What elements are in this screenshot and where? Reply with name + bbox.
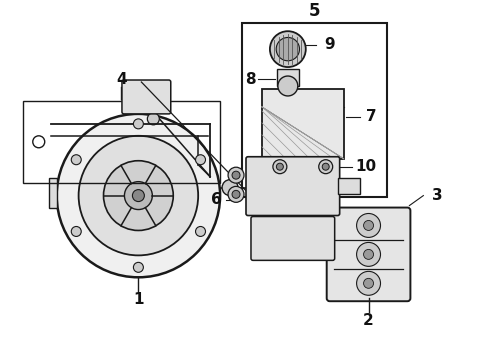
Circle shape [228,186,244,202]
Circle shape [357,271,381,295]
Circle shape [276,37,299,61]
Text: 1: 1 [133,292,144,307]
FancyBboxPatch shape [251,216,335,260]
Circle shape [357,213,381,237]
Circle shape [364,278,373,288]
Bar [49,178,57,208]
Bar [277,69,299,86]
Circle shape [318,160,333,174]
Circle shape [132,190,145,202]
Circle shape [322,163,329,170]
Bar [23,101,220,183]
Circle shape [357,242,381,266]
Circle shape [196,226,205,237]
Circle shape [364,220,373,230]
Circle shape [147,113,159,125]
Circle shape [273,160,287,174]
Circle shape [364,249,373,259]
Circle shape [232,190,240,198]
Text: 10: 10 [355,159,376,174]
Text: 8: 8 [245,72,255,86]
FancyBboxPatch shape [122,80,171,114]
Text: 6: 6 [211,192,221,207]
Circle shape [133,262,144,272]
Bar [338,178,360,194]
Circle shape [228,167,244,183]
Bar [242,23,388,197]
Bar [302,243,330,257]
Circle shape [278,76,298,96]
Circle shape [196,155,205,165]
Bar [262,89,343,159]
FancyBboxPatch shape [246,157,340,216]
Circle shape [78,136,198,255]
Circle shape [57,114,220,277]
Text: 4: 4 [116,72,127,86]
Text: 5: 5 [309,2,320,20]
Circle shape [103,161,173,230]
Text: 7: 7 [366,109,377,125]
Circle shape [71,155,81,165]
Text: 2: 2 [363,312,374,328]
Circle shape [71,226,81,237]
FancyBboxPatch shape [327,208,411,301]
Circle shape [133,119,144,129]
Text: 3: 3 [432,188,442,203]
Circle shape [270,31,306,67]
Circle shape [276,163,283,170]
Circle shape [232,171,240,179]
Circle shape [222,180,238,195]
Circle shape [293,241,311,259]
Circle shape [124,182,152,210]
Text: 9: 9 [324,37,335,51]
Circle shape [33,136,45,148]
